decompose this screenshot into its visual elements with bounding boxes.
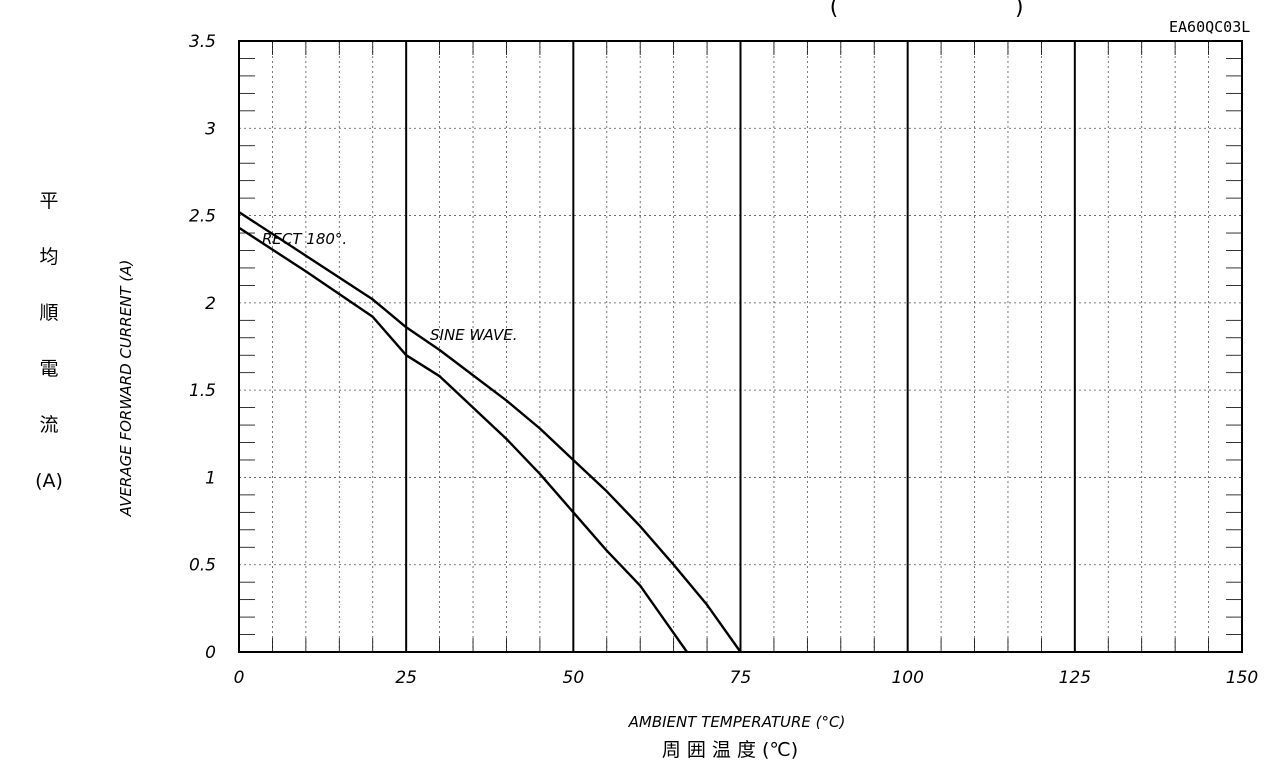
top-paren-left: (	[827, 0, 840, 20]
y-tick-label: 2.5	[189, 207, 216, 227]
y-tick-label: 1	[205, 468, 216, 488]
x-tick-label: 150	[1226, 668, 1258, 688]
x-tick-labels: 0 25 50 75 100 125 150	[234, 668, 1259, 688]
x-tick-label: 125	[1059, 668, 1091, 688]
series-line-rect-180	[238, 226, 688, 653]
major-grid	[405, 41, 1076, 652]
y-tick-label: 0	[205, 643, 216, 663]
y-tick-label: 1.5	[189, 381, 216, 401]
tick-marks	[239, 41, 1242, 652]
x-tick-label: 50	[563, 668, 585, 688]
y-tick-label: 3.5	[189, 32, 216, 52]
x-axis-title: AMBIENT TEMPERATURE (°C)	[628, 713, 846, 731]
series-lines	[238, 211, 742, 653]
x-axis-title-jp: 周 囲 温 度 (℃)	[662, 739, 798, 761]
series-label-sine-wave: SINE WAVE.	[430, 326, 518, 344]
y-axis-title-jp-char: 順	[39, 302, 58, 324]
y-axis-title-jp-char: 流	[39, 414, 58, 436]
y-axis-title-jp-char: 均	[39, 246, 58, 268]
top-paren-right: )	[1013, 0, 1026, 20]
x-tick-label: 75	[730, 668, 752, 688]
y-axis-title: AVERAGE FORWARD CURRENT (A)	[117, 260, 135, 518]
y-axis-title-jp-char: 平	[39, 190, 58, 212]
y-tick-labels: 0 0.5 1 1.5 2 2.5 3 3.5	[189, 32, 216, 663]
part-code-label: EA60QC03L	[1169, 18, 1250, 36]
x-tick-label: 100	[891, 668, 923, 688]
y-axis-title-jp-char: (A)	[35, 470, 63, 492]
x-tick-label: 0	[234, 668, 245, 688]
y-tick-label: 0.5	[189, 556, 216, 576]
y-tick-label: 2	[205, 294, 216, 314]
x-tick-label: 25	[395, 668, 417, 688]
y-axis-title-jp-char: 電	[39, 358, 58, 380]
y-tick-label: 3	[205, 119, 216, 139]
series-line-sine-wave	[238, 211, 742, 653]
series-label-rect-180: RECT 180°.	[262, 230, 347, 248]
